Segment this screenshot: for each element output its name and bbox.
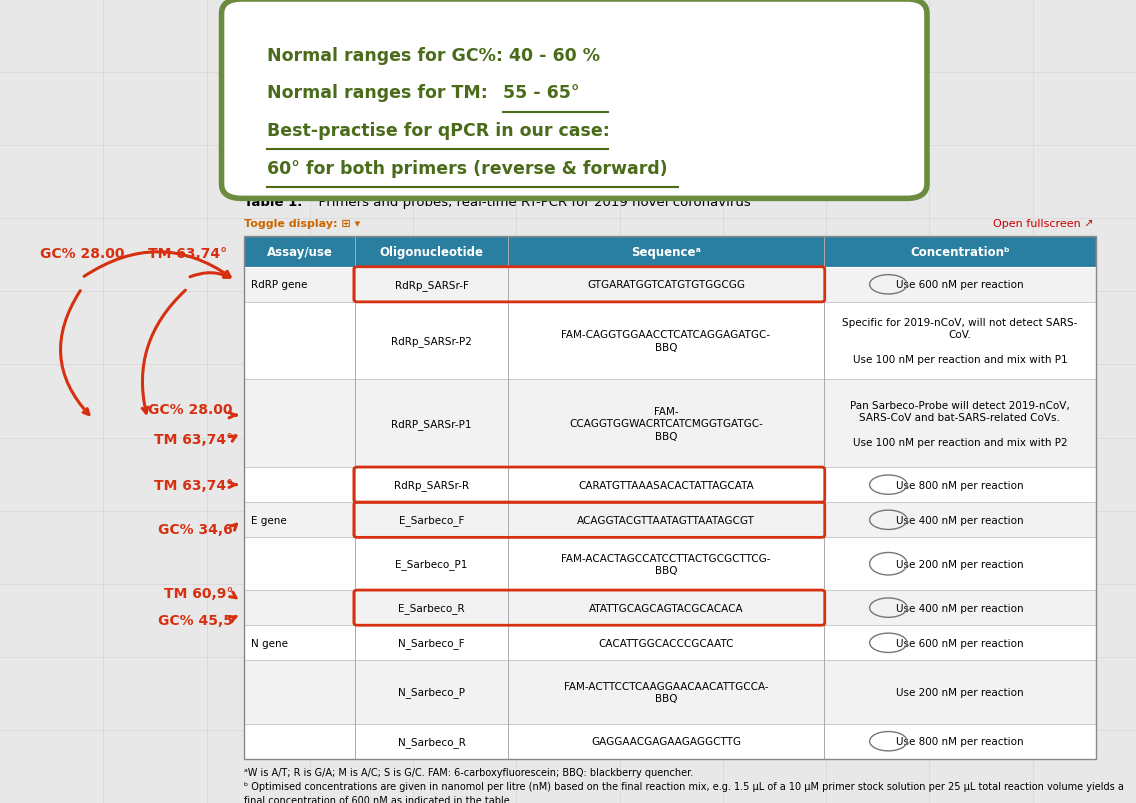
Bar (244, 380, 1096, 467)
Text: 60° for both primers (reverse & forward): 60° for both primers (reverse & forward) (267, 160, 668, 177)
Text: RdRp_SARSr-R: RdRp_SARSr-R (394, 479, 469, 491)
Text: Open fullscreen ↗: Open fullscreen ↗ (993, 219, 1094, 229)
Text: FAM-
CCAGGTGGWACRTCATCMGGTGATGC-
BBQ: FAM- CCAGGTGGWACRTCATCMGGTGATGC- BBQ (569, 406, 763, 441)
Text: FAM-ACTTCCTCAAGGAACAACATTGCCA-
BBQ: FAM-ACTTCCTCAAGGAACAACATTGCCA- BBQ (563, 681, 768, 703)
Text: TM 60,9°: TM 60,9° (164, 586, 233, 601)
Text: E_Sarbeco_P1: E_Sarbeco_P1 (395, 559, 468, 569)
Text: Toggle display: ⊞ ▾: Toggle display: ⊞ ▾ (244, 219, 360, 229)
Text: CACATTGGCACCCGCAATC: CACATTGGCACCCGCAATC (599, 638, 734, 648)
Text: RdRP gene: RdRP gene (251, 280, 308, 290)
Text: FAM-ACACTAGCCATCCTTACTGCGCTTCG-
BBQ: FAM-ACACTAGCCATCCTTACTGCGCTTCG- BBQ (561, 552, 770, 575)
Text: ᵃW is A/T; R is G/A; M is A/C; S is G/C. FAM: 6-carboxyfluorescein; BBQ: blackbe: ᵃW is A/T; R is G/A; M is A/C; S is G/C.… (244, 767, 693, 777)
Text: Normal ranges for TM:: Normal ranges for TM: (267, 84, 494, 102)
Bar (244, 267, 1096, 303)
Text: Pan Sarbeco-Probe will detect 2019-nCoV,
SARS-CoV and bat-SARS-related CoVs.

Us: Pan Sarbeco-Probe will detect 2019-nCoV,… (850, 400, 1070, 447)
Text: ACAGGTACGTTAATAGTTAATAGCGT: ACAGGTACGTTAATAGTTAATAGCGT (577, 516, 755, 525)
Bar (244, 237, 1096, 759)
Bar (244, 237, 1096, 267)
Bar (244, 503, 1096, 538)
Text: E_Sarbeco_R: E_Sarbeco_R (399, 602, 465, 613)
Text: Assay/use: Assay/use (267, 246, 333, 259)
Bar (244, 303, 1096, 380)
Bar (244, 724, 1096, 759)
Text: Use 200 nM per reaction: Use 200 nM per reaction (896, 687, 1024, 697)
Text: Table 1.: Table 1. (244, 196, 302, 209)
Text: RdRp_SARSr-F: RdRp_SARSr-F (394, 279, 469, 291)
Text: Use 800 nM per reaction: Use 800 nM per reaction (896, 736, 1024, 746)
Text: Oligonucleotide: Oligonucleotide (379, 246, 484, 259)
Bar (244, 626, 1096, 661)
Text: GC% 34,6: GC% 34,6 (158, 523, 233, 536)
Text: RdRp_SARSr-P2: RdRp_SARSr-P2 (391, 336, 473, 347)
Text: TM 63,74°: TM 63,74° (153, 433, 233, 446)
Text: FAM-CAGGTGGAACCTCATCAGGAGATGC-
BBQ: FAM-CAGGTGGAACCTCATCAGGAGATGC- BBQ (561, 330, 770, 353)
Text: Use 200 nM per reaction: Use 200 nM per reaction (896, 559, 1024, 569)
Text: Specific for 2019-nCoV, will not detect SARS-
CoV.

Use 100 nM per reaction and : Specific for 2019-nCoV, will not detect … (842, 317, 1078, 365)
Text: ᵇ Optimised concentrations are given in nanomol per litre (nM) based on the fina: ᵇ Optimised concentrations are given in … (244, 781, 1125, 803)
Text: Sequenceᵃ: Sequenceᵃ (630, 246, 701, 259)
Text: Use 400 nM per reaction: Use 400 nM per reaction (896, 516, 1024, 525)
Text: GTGARATGGTCATGTGTGGCGG: GTGARATGGTCATGTGTGGCGG (587, 280, 745, 290)
Text: Best-practise for qPCR in our case:: Best-practise for qPCR in our case: (267, 122, 610, 140)
Text: ATATTGCAGCAGTACGCACACA: ATATTGCAGCAGTACGCACACA (588, 603, 743, 613)
Text: Use 600 nM per reaction: Use 600 nM per reaction (896, 638, 1024, 648)
Text: GC% 45,5: GC% 45,5 (158, 613, 233, 627)
Bar (244, 661, 1096, 724)
Text: GC% 28.00: GC% 28.00 (40, 247, 124, 261)
Text: CARATGTTAAASACACTATTAGCATA: CARATGTTAAASACACTATTAGCATA (578, 480, 754, 490)
Text: TM 63,74°: TM 63,74° (148, 247, 227, 261)
Text: Use 800 nM per reaction: Use 800 nM per reaction (896, 480, 1024, 490)
Bar (244, 538, 1096, 590)
Text: Use 600 nM per reaction: Use 600 nM per reaction (896, 280, 1024, 290)
Bar (244, 590, 1096, 626)
Text: Normal ranges for GC%: 40 - 60 %: Normal ranges for GC%: 40 - 60 % (267, 47, 600, 64)
Text: N_Sarbeco_R: N_Sarbeco_R (398, 736, 466, 747)
Bar (244, 467, 1096, 503)
Text: GAGGAACGAGAAGAGGCTTG: GAGGAACGAGAAGAGGCTTG (591, 736, 741, 746)
Text: N_Sarbeco_F: N_Sarbeco_F (399, 638, 465, 649)
Text: N_Sarbeco_P: N_Sarbeco_P (399, 687, 465, 698)
FancyBboxPatch shape (222, 0, 927, 199)
Text: Concentrationᵇ: Concentrationᵇ (910, 246, 1010, 259)
Text: RdRP_SARSr-P1: RdRP_SARSr-P1 (392, 418, 471, 429)
Text: N gene: N gene (251, 638, 289, 648)
Text: 55 - 65°: 55 - 65° (503, 84, 579, 102)
Text: Primers and probes, real-time RT-PCR for 2019 novel coronavirus: Primers and probes, real-time RT-PCR for… (310, 196, 751, 209)
Text: Use 400 nM per reaction: Use 400 nM per reaction (896, 603, 1024, 613)
Text: GC% 28.00: GC% 28.00 (149, 402, 233, 416)
Text: E gene: E gene (251, 516, 286, 525)
Text: TM 63,74°: TM 63,74° (153, 478, 233, 492)
Text: E_Sarbeco_F: E_Sarbeco_F (399, 515, 465, 526)
